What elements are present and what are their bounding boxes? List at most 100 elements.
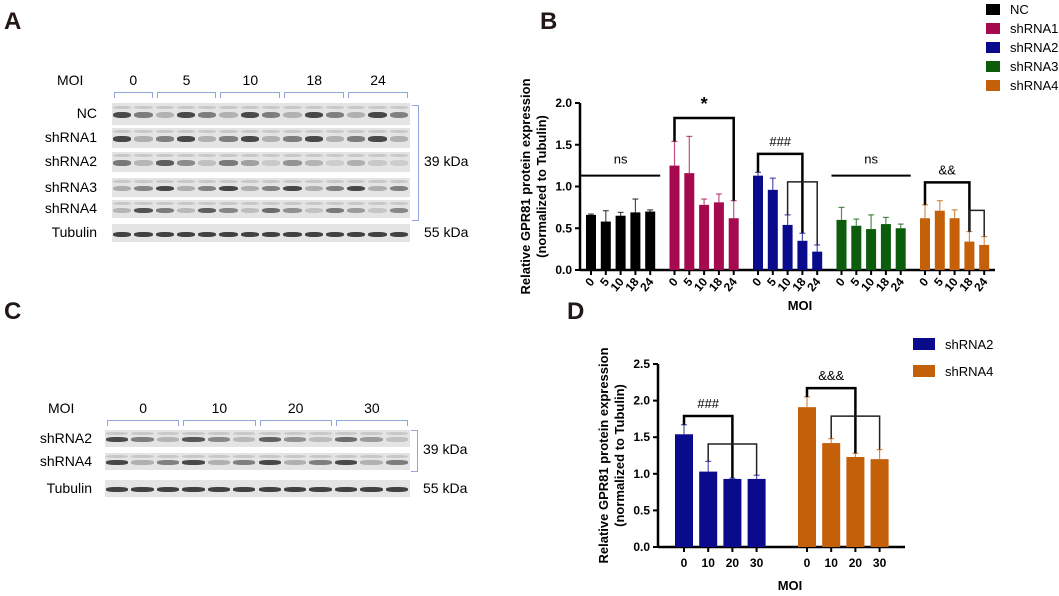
blot-lane [346,128,366,148]
blot-lane [176,178,196,197]
protein-band-faint [198,154,217,158]
protein-band [304,136,323,142]
moi-value: 10 [242,72,259,88]
blot-lane [112,178,132,197]
protein-band-faint [385,455,408,459]
blot-row-label: NC [76,105,97,121]
protein-band [334,437,358,442]
protein-band [368,185,387,192]
protein-band [258,460,281,465]
blot-lane [197,152,217,172]
blot-lane [207,430,231,447]
protein-band [304,185,323,192]
blot-lane [304,200,324,218]
bar-shrna2-10 [782,224,793,270]
protein-band [309,460,332,465]
protein-band-faint [262,130,281,134]
protein-band-faint [368,105,387,109]
blot-lane [112,103,132,125]
protein-band [385,437,408,442]
kda-bracket [411,430,418,472]
protein-band-faint [368,130,387,134]
protein-band [283,112,302,119]
legend-swatch-shrna2 [986,42,1000,53]
protein-band-faint [309,432,332,436]
protein-band [240,136,259,142]
protein-band-faint [131,432,154,436]
blot-strip [112,224,410,242]
blot-lane [308,430,332,447]
bar-shrna4-5 [934,210,945,270]
protein-band-faint [155,105,174,109]
blot-lane [197,224,217,242]
protein-band-faint [325,130,345,134]
protein-band [309,437,332,442]
blot-lane [346,224,366,242]
kda-label-gpr81: 39 kDa [424,153,469,169]
blot-lane [176,200,196,218]
legend-label-shrna2: shRNA2 [1010,40,1058,55]
protein-band-faint [219,105,238,109]
panel-letter-c: C [4,298,22,325]
blot-lane [218,224,238,242]
blot-lane [282,224,302,242]
protein-band-faint [134,180,153,184]
bar-nc-5 [600,221,611,270]
protein-band-faint [304,180,323,184]
protein-band [325,185,345,192]
protein-band [283,185,302,192]
protein-band [240,231,259,237]
protein-band-faint [176,202,196,206]
y-tick-label: 1.0 [633,467,650,481]
protein-band [283,136,302,142]
protein-band-faint [347,180,366,184]
protein-band-faint [207,432,231,436]
x-axis-label: MOI [788,298,813,313]
blot-lane [359,453,383,470]
moi-label: MOI [57,72,84,88]
x-tick-label: 0 [804,556,811,570]
protein-band [106,460,129,465]
protein-band [113,231,132,237]
x-tick-label: 24 [804,275,824,294]
protein-band-faint [134,154,153,158]
protein-band [113,112,132,119]
protein-band [219,185,238,192]
protein-band-faint [347,202,366,206]
blot-strip [112,103,410,125]
protein-band-faint [389,202,408,206]
panel-letter-d: D [567,298,585,325]
blot-lane [282,178,302,197]
protein-band [233,437,256,442]
bar-shrna4-10 [949,218,960,270]
x-tick-label: 10 [825,556,839,570]
protein-band [283,460,307,465]
blot-row-label: shRNA2 [44,153,97,169]
protein-band [176,185,196,192]
protein-band-faint [207,455,231,459]
protein-band [389,112,408,119]
x-tick-label: 24 [971,275,991,294]
protein-band-faint [233,432,256,436]
protein-band [233,487,256,492]
blot-row-label: shRNA4 [39,452,92,469]
kda-bracket [412,105,419,221]
protein-band-faint [156,455,180,459]
blot-lane [240,152,260,172]
protein-band-faint [360,455,383,459]
bar-shrna4-18 [964,241,975,270]
blot-lane [112,152,132,172]
protein-band [385,460,408,465]
protein-band [389,185,408,192]
significance-bracket [968,209,985,237]
protein-band [113,160,132,166]
protein-band [155,160,174,166]
blot-strip [112,178,410,197]
blot-lane [197,178,217,197]
y-tick-label: 0.0 [555,263,572,277]
protein-band [283,231,302,237]
protein-band [156,437,180,442]
blot-lane [156,480,180,497]
blot-lane [240,224,260,242]
protein-band-faint [240,105,259,109]
